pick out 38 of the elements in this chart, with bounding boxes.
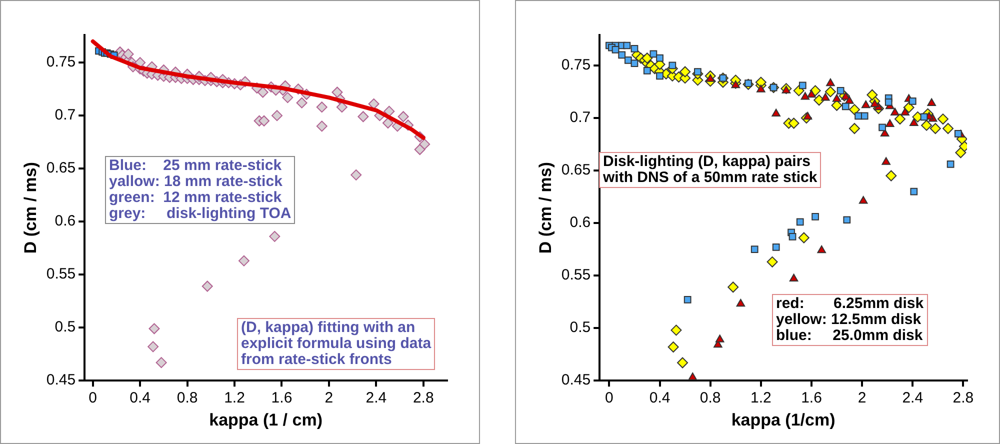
y-tick-label: 0.65	[46, 160, 76, 177]
x-tick-label: 0.4	[649, 390, 670, 407]
x-tick-label: 2.8	[952, 390, 974, 407]
x-tick-label: 1.2	[750, 390, 772, 407]
y-tick-label: 0.45	[46, 372, 76, 389]
x-tick-label: 0.4	[130, 390, 151, 407]
x-tick-label: 2	[324, 390, 334, 407]
x-tick-label: 0	[88, 390, 98, 407]
x-axis-title: kappa (1 / cm)	[209, 410, 322, 430]
y-tick-label: 0.65	[561, 162, 591, 179]
x-tick-label: 2.4	[902, 390, 924, 407]
x-tick-label: 2.4	[366, 390, 387, 407]
y-tick-label: 0.75	[561, 56, 591, 74]
x-tick-label: 1.6	[801, 390, 822, 407]
y-tick-label: 0.45	[561, 372, 591, 389]
y-tick-label: 0.55	[46, 266, 76, 283]
annotation: (D, kappa) fitting with an explicit formula using data from rate-stick fronts	[237, 318, 436, 370]
annotation: red: 6.25mm disk yellow: 12.5mm disk blue: 25.0mm disk	[772, 294, 928, 346]
x-tick-label: 0	[605, 390, 614, 407]
x-tick-label: 1.6	[271, 390, 292, 407]
y-tick-label: 0.5	[54, 318, 76, 336]
y-tick-label: 0.6	[54, 212, 76, 230]
annotation: Disk-lighting (D, kappa) pairs with DNS of a 50mm rate stick	[599, 152, 822, 188]
x-tick-label: 0.8	[176, 390, 198, 407]
y-axis-title: D (cm / ms)	[536, 162, 555, 254]
y-tick-label: 0.6	[570, 214, 591, 232]
annotation: Blue: 25 mm rate-stick yallow: 18 mm rate-stick green: 12 mm rate-stick grey: disk-lighting TOA	[105, 156, 296, 224]
y-tick-label: 0.7	[54, 106, 76, 124]
y-tick-label: 0.5	[570, 319, 591, 336]
y-tick-label: 0.7	[570, 109, 591, 126]
x-tick-label: 0.8	[700, 390, 721, 407]
y-tick-label: 0.55	[561, 266, 591, 284]
x-tick-label: 1.2	[224, 390, 245, 407]
y-axis-title: D (cm / ms)	[20, 162, 40, 254]
x-axis-title: kappa (1/cm)	[731, 410, 836, 430]
x-tick-label: 2	[858, 390, 866, 407]
y-tick-label: 0.75	[46, 54, 76, 71]
x-tick-label: 2.8	[412, 390, 434, 407]
